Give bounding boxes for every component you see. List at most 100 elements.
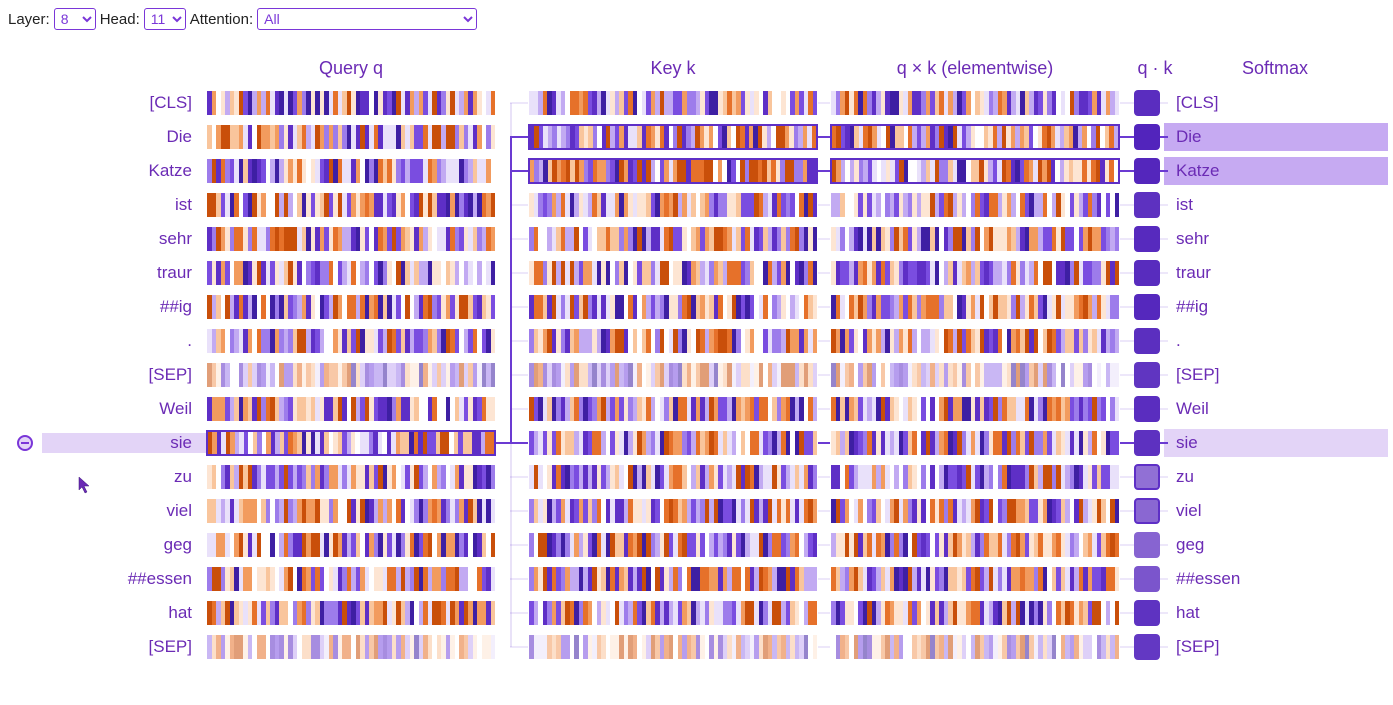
token-row[interactable]: hat hat (8, 599, 1388, 627)
dot-product-cell[interactable] (1134, 226, 1160, 252)
query-vector[interactable] (206, 430, 496, 456)
query-vector[interactable] (206, 498, 496, 524)
key-vector[interactable] (528, 260, 818, 286)
key-vector[interactable] (528, 294, 818, 320)
dot-product-cell[interactable] (1134, 566, 1160, 592)
query-vector[interactable] (206, 396, 496, 422)
token-label-left[interactable]: [CLS] (42, 93, 206, 113)
token-row[interactable]: Katze Katze (8, 157, 1388, 185)
qxk-vector[interactable] (830, 566, 1120, 592)
key-vector[interactable] (528, 226, 818, 252)
token-label-left[interactable]: ##ig (42, 297, 206, 317)
qxk-vector[interactable] (830, 532, 1120, 558)
qxk-vector[interactable] (830, 124, 1120, 150)
dot-product-cell[interactable] (1134, 124, 1160, 150)
key-vector[interactable] (528, 566, 818, 592)
token-label-right[interactable]: ##essen (1164, 565, 1388, 593)
query-vector[interactable] (206, 328, 496, 354)
dot-product-cell[interactable] (1134, 90, 1160, 116)
dot-product-cell[interactable] (1134, 328, 1160, 354)
token-label-right[interactable]: Katze (1164, 157, 1388, 185)
query-vector[interactable] (206, 192, 496, 218)
key-vector[interactable] (528, 124, 818, 150)
key-vector[interactable] (528, 158, 818, 184)
key-vector[interactable] (528, 362, 818, 388)
query-vector[interactable] (206, 362, 496, 388)
token-row[interactable]: ##essen ##essen (8, 565, 1388, 593)
token-label-right[interactable]: Die (1164, 123, 1388, 151)
token-row[interactable]: Die Die (8, 123, 1388, 151)
token-label-right[interactable]: viel (1164, 497, 1388, 525)
query-vector[interactable] (206, 464, 496, 490)
token-row[interactable]: traurtraur (8, 259, 1388, 287)
key-vector[interactable] (528, 532, 818, 558)
qxk-vector[interactable] (830, 328, 1120, 354)
qxk-vector[interactable] (830, 158, 1120, 184)
qxk-vector[interactable] (830, 396, 1120, 422)
query-vector[interactable] (206, 532, 496, 558)
dot-product-cell[interactable] (1134, 158, 1160, 184)
qxk-vector[interactable] (830, 260, 1120, 286)
dot-product-cell[interactable] (1134, 464, 1160, 490)
token-label-left[interactable]: Weil (42, 399, 206, 419)
token-label-left[interactable]: traur (42, 263, 206, 283)
query-vector[interactable] (206, 124, 496, 150)
dot-product-cell[interactable] (1134, 634, 1160, 660)
token-label-left[interactable]: Die (42, 127, 206, 147)
query-vector[interactable] (206, 600, 496, 626)
token-row[interactable]: zu zu (8, 463, 1388, 491)
key-vector[interactable] (528, 634, 818, 660)
layer-select[interactable]: 01234567891011 (54, 8, 96, 30)
attention-select[interactable]: AllSentence A → Sentence ASentence A → S… (257, 8, 477, 30)
token-label-right[interactable]: ist (1164, 191, 1388, 219)
key-vector[interactable] (528, 464, 818, 490)
token-label-right[interactable]: [SEP] (1164, 361, 1388, 389)
key-vector[interactable] (528, 192, 818, 218)
dot-product-cell[interactable] (1134, 498, 1160, 524)
token-label-right[interactable]: hat (1164, 599, 1388, 627)
token-label-left[interactable]: . (42, 331, 206, 351)
query-vector[interactable] (206, 566, 496, 592)
query-vector[interactable] (206, 158, 496, 184)
qxk-vector[interactable] (830, 600, 1120, 626)
token-label-left[interactable]: ##essen (42, 569, 206, 589)
key-vector[interactable] (528, 90, 818, 116)
token-row[interactable]: [CLS][CLS] (8, 89, 1388, 117)
token-row[interactable]: [SEP][SEP] (8, 633, 1388, 661)
token-label-left[interactable]: ist (42, 195, 206, 215)
token-label-right[interactable]: zu (1164, 463, 1388, 491)
dot-product-cell[interactable] (1134, 430, 1160, 456)
qxk-vector[interactable] (830, 498, 1120, 524)
key-vector[interactable] (528, 430, 818, 456)
token-label-right[interactable]: ##ig (1164, 293, 1388, 321)
dot-product-cell[interactable] (1134, 260, 1160, 286)
token-row[interactable]: vielviel (8, 497, 1388, 525)
token-label-left[interactable]: Katze (42, 161, 206, 181)
token-row[interactable]: WeilWeil (8, 395, 1388, 423)
token-label-right[interactable]: [SEP] (1164, 633, 1388, 661)
token-label-left[interactable]: hat (42, 603, 206, 623)
token-label-left[interactable]: sie (42, 433, 206, 453)
qxk-vector[interactable] (830, 294, 1120, 320)
query-vector[interactable] (206, 260, 496, 286)
token-row[interactable]: ##ig ##ig (8, 293, 1388, 321)
token-label-left[interactable]: zu (42, 467, 206, 487)
query-vector[interactable] (206, 634, 496, 660)
token-label-left[interactable]: geg (42, 535, 206, 555)
dot-product-cell[interactable] (1134, 396, 1160, 422)
dot-product-cell[interactable] (1134, 600, 1160, 626)
token-label-right[interactable]: geg (1164, 531, 1388, 559)
token-row[interactable]: geg geg (8, 531, 1388, 559)
token-row[interactable]: [SEP][SEP] (8, 361, 1388, 389)
dot-product-cell[interactable] (1134, 192, 1160, 218)
key-vector[interactable] (528, 396, 818, 422)
query-vector[interactable] (206, 294, 496, 320)
qxk-vector[interactable] (830, 430, 1120, 456)
query-vector[interactable] (206, 226, 496, 252)
token-row[interactable]: sehrsehr (8, 225, 1388, 253)
head-select[interactable]: 01234567891011 (144, 8, 186, 30)
dot-product-cell[interactable] (1134, 294, 1160, 320)
key-vector[interactable] (528, 328, 818, 354)
qxk-vector[interactable] (830, 192, 1120, 218)
token-row[interactable]: siesie (8, 429, 1388, 457)
